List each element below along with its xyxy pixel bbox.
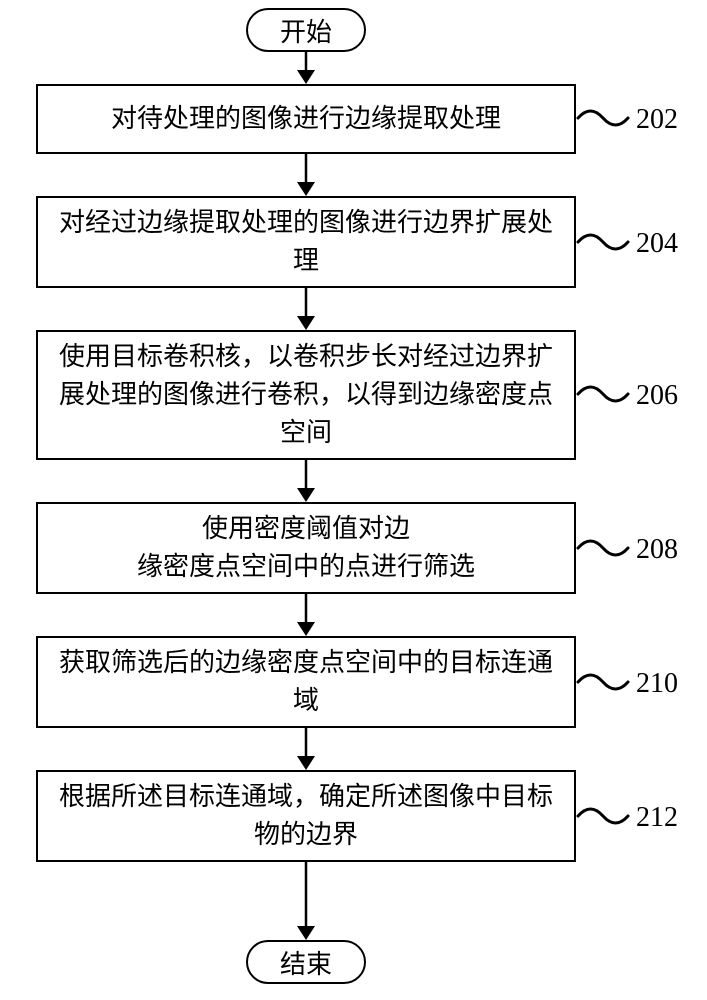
end-terminator: 结束 (246, 940, 366, 984)
step-number-210: 210 (636, 668, 678, 700)
process-text: 使用目标卷积核，以卷积步长对经过边界扩展处理的图像进行卷积，以得到边缘密度点空间 (59, 338, 553, 451)
start-terminator: 开始 (246, 8, 366, 52)
process-step-208: 使用密度阈值对边缘密度点空间中的点进行筛选 (36, 502, 576, 594)
process-step-202: 对待处理的图像进行边缘提取处理 (36, 84, 576, 154)
step-number-204: 204 (636, 228, 678, 260)
start-label: 开始 (280, 12, 332, 49)
process-text: 对待处理的图像进行边缘提取处理 (111, 100, 501, 138)
step-number-202: 202 (636, 104, 678, 136)
process-step-204: 对经过边缘提取处理的图像进行边界扩展处理 (36, 196, 576, 288)
waves-group (578, 111, 628, 823)
step-number-206: 206 (636, 380, 678, 412)
process-text: 获取筛选后的边缘密度点空间中的目标连通域 (59, 644, 553, 719)
end-label: 结束 (280, 944, 332, 981)
process-text: 根据所述目标连通域，确定所述图像中目标物的边界 (59, 778, 553, 853)
step-number-208: 208 (636, 534, 678, 566)
process-step-206: 使用目标卷积核，以卷积步长对经过边界扩展处理的图像进行卷积，以得到边缘密度点空间 (36, 330, 576, 460)
process-text: 使用密度阈值对边缘密度点空间中的点进行筛选 (137, 510, 475, 585)
process-text: 对经过边缘提取处理的图像进行边界扩展处理 (59, 204, 553, 279)
step-number-212: 212 (636, 802, 678, 834)
process-step-212: 根据所述目标连通域，确定所述图像中目标物的边界 (36, 770, 576, 862)
process-step-210: 获取筛选后的边缘密度点空间中的目标连通域 (36, 636, 576, 728)
